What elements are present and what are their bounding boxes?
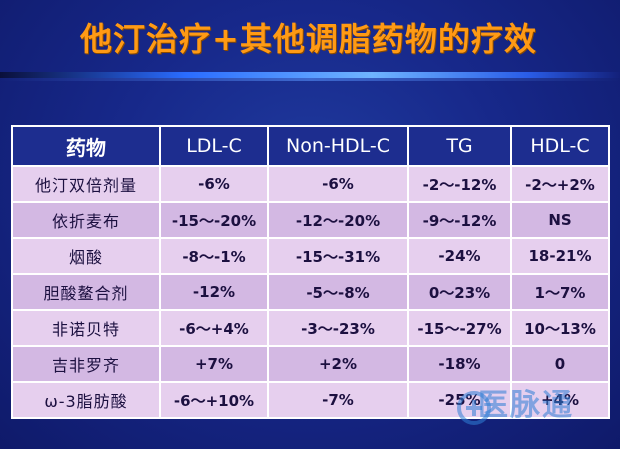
slide-title: 他汀治疗+其他调脂药物的疗效 (80, 20, 537, 58)
ldl-c-value: -12% (159, 273, 269, 311)
table-row: 烟酸 -8～-1% -15～-31% -24% 18-21% (11, 237, 610, 275)
ldl-c-value: -8～-1% (159, 237, 269, 275)
drug-name: 他汀双倍剂量 (11, 165, 161, 203)
non-hdl-c-value: -5～-8% (267, 273, 409, 311)
non-hdl-c-value: -12～-20% (267, 201, 409, 239)
ldl-c-value: -6～+4% (159, 309, 269, 347)
drug-name: 胆酸鳌合剂 (11, 273, 161, 311)
table-header-row: 药物 LDL-C Non-HDL-C TG HDL-C (11, 125, 610, 167)
tg-value: -9～-12% (407, 201, 512, 239)
hdl-c-value: 10～13% (510, 309, 610, 347)
ldl-c-value: -6% (159, 165, 269, 203)
non-hdl-c-value: -15～-31% (267, 237, 409, 275)
drug-name: 非诺贝特 (11, 309, 161, 347)
watermark-text: 医脉通 (478, 388, 574, 423)
header-hdl-c: HDL-C (510, 125, 610, 167)
hdl-c-value: 0 (510, 345, 610, 383)
table-row: 胆酸鳌合剂 -12% -5～-8% 0～23% 1～7% (11, 273, 610, 311)
drug-efficacy-table: 药物 LDL-C Non-HDL-C TG HDL-C 他汀双倍剂量 -6% -… (11, 125, 610, 419)
tg-value: -18% (407, 345, 512, 383)
drug-name: 吉非罗齐 (11, 345, 161, 383)
ldl-c-value: -15～-20% (159, 201, 269, 239)
table-row: 他汀双倍剂量 -6% -6% -2～-12% -2～+2% (11, 165, 610, 203)
drug-name: 依折麦布 (11, 201, 161, 239)
drug-name: 烟酸 (11, 237, 161, 275)
ldl-c-value: +7% (159, 345, 269, 383)
hdl-c-value: +4% (510, 381, 610, 419)
header-drug: 药物 (11, 125, 161, 167)
tg-value: -24% (407, 237, 512, 275)
tg-value: 0～23% (407, 273, 512, 311)
hdl-c-value: -2～+2% (510, 165, 610, 203)
table-row: 非诺贝特 -6～+4% -3～-23% -15～-27% 10～13% (11, 309, 610, 347)
table-row: 依折麦布 -15～-20% -12～-20% -9～-12% NS (11, 201, 610, 239)
header-non-hdl-c: Non-HDL-C (267, 125, 409, 167)
header-tg: TG (407, 125, 512, 167)
non-hdl-c-value: -6% (267, 165, 409, 203)
drug-name: ω-3脂肪酸 (11, 381, 161, 419)
title-divider-glow (0, 78, 620, 81)
tg-value: -15～-27% (407, 309, 512, 347)
hdl-c-value: 18-21% (510, 237, 610, 275)
non-hdl-c-value: -7% (267, 381, 409, 419)
table-row: 吉非罗齐 +7% +2% -18% 0 (11, 345, 610, 383)
non-hdl-c-value: -3～-23% (267, 309, 409, 347)
non-hdl-c-value: +2% (267, 345, 409, 383)
header-ldl-c: LDL-C (159, 125, 269, 167)
title-divider (0, 72, 620, 78)
ldl-c-value: -6～+10% (159, 381, 269, 419)
tg-value: -2～-12% (407, 165, 512, 203)
hdl-c-value: NS (510, 201, 610, 239)
medlive-logo-icon (457, 391, 491, 425)
hdl-c-value: 1～7% (510, 273, 610, 311)
